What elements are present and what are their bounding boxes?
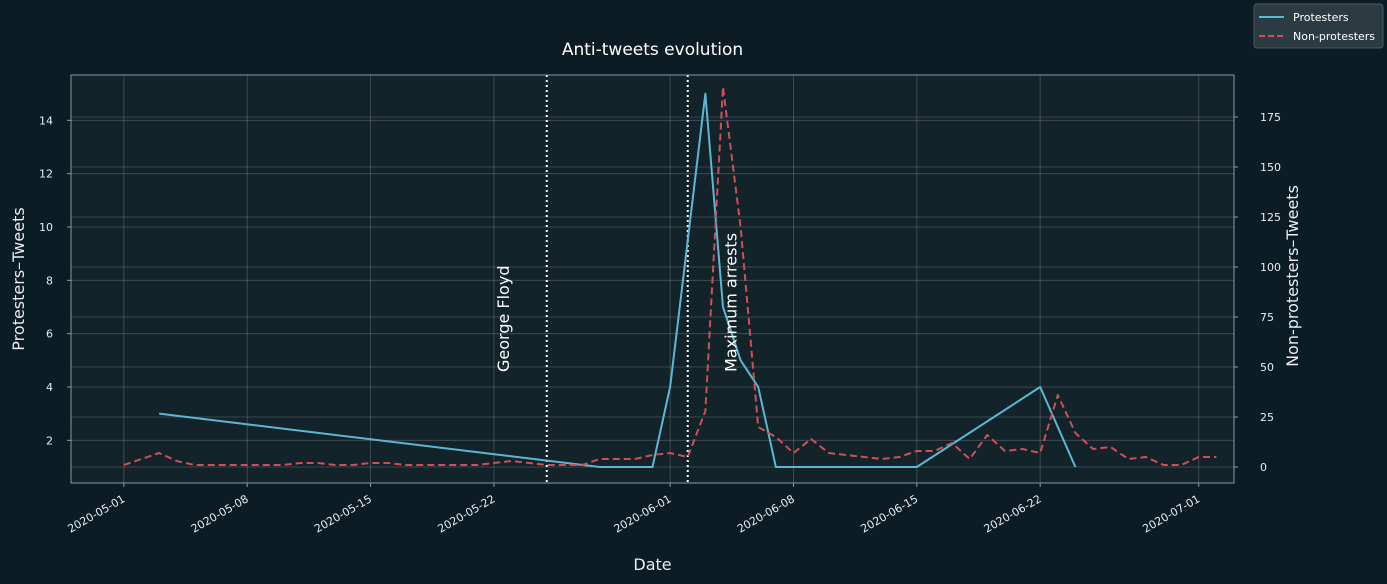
x-tick-label: 2020-05-22: [436, 492, 498, 535]
left-axis-ticks: 2 4 6 8 10 12 14: [39, 114, 71, 447]
annotation-label-maximum-arrests: Maximum arrests: [722, 233, 741, 372]
plot-area: [71, 75, 1234, 483]
chart-title: Anti-tweets evolution: [562, 40, 743, 60]
series-layer: [123, 86, 1217, 468]
annotation-label-george-floyd: George Floyd: [494, 266, 513, 372]
y-tick-label-left: 4: [46, 381, 53, 394]
x-tick-label: 2020-06-01: [612, 492, 674, 535]
y-tick-label-left: 12: [39, 168, 53, 181]
legend-label-protesters: Protesters: [1293, 11, 1349, 24]
x-tick-label: 2020-05-15: [312, 492, 374, 535]
y-tick-label-left: 8: [46, 274, 53, 287]
y-tick-label-right: 175: [1260, 111, 1281, 124]
annotation-lines: [545, 75, 689, 483]
y-tick-label-right: 0: [1260, 461, 1267, 474]
y-tick-label-right: 125: [1260, 211, 1281, 224]
series-line-protesters: [158, 92, 1077, 468]
y-axis-label-left: Protesters–Tweets: [9, 207, 28, 350]
legend: Protesters Non-protesters: [1253, 3, 1384, 49]
y-tick-label-left: 14: [39, 114, 53, 127]
y-tick-label-right: 150: [1260, 161, 1281, 174]
grid: [71, 75, 1234, 483]
x-tick-label: 2020-05-01: [65, 492, 127, 535]
y-tick-label-right: 50: [1260, 361, 1274, 374]
y-axis-label-right: Non-protesters–Tweets: [1283, 185, 1302, 367]
y-tick-label-right: 75: [1260, 311, 1274, 324]
y-tick-label-left: 6: [46, 328, 53, 341]
y-tick-label-right: 100: [1260, 261, 1281, 274]
y-tick-label-right: 25: [1260, 411, 1274, 424]
x-tick-label: 2020-05-08: [189, 492, 251, 535]
x-axis-label: Date: [633, 555, 671, 574]
y-tick-label-left: 10: [39, 221, 53, 234]
legend-box: [1253, 3, 1384, 49]
x-tick-label: 2020-07-01: [1140, 492, 1202, 535]
x-axis-ticks: 2020-05-01 2020-05-08 2020-05-15 2020-05-22…: [65, 483, 1202, 536]
y-tick-label-left: 2: [46, 434, 53, 447]
annotation-labels: George Floyd Maximum arrests: [494, 233, 741, 372]
x-tick-label: 2020-06-15: [858, 492, 920, 535]
plot-border: [70, 74, 1235, 484]
series-line-non-protesters: [123, 86, 1217, 466]
x-tick-label: 2020-06-22: [982, 492, 1044, 535]
legend-label-non-protesters: Non-protesters: [1293, 30, 1375, 43]
x-tick-label: 2020-06-08: [735, 492, 797, 535]
right-axis-ticks: 0 25 50 75 100 125 150 175: [1234, 111, 1281, 474]
